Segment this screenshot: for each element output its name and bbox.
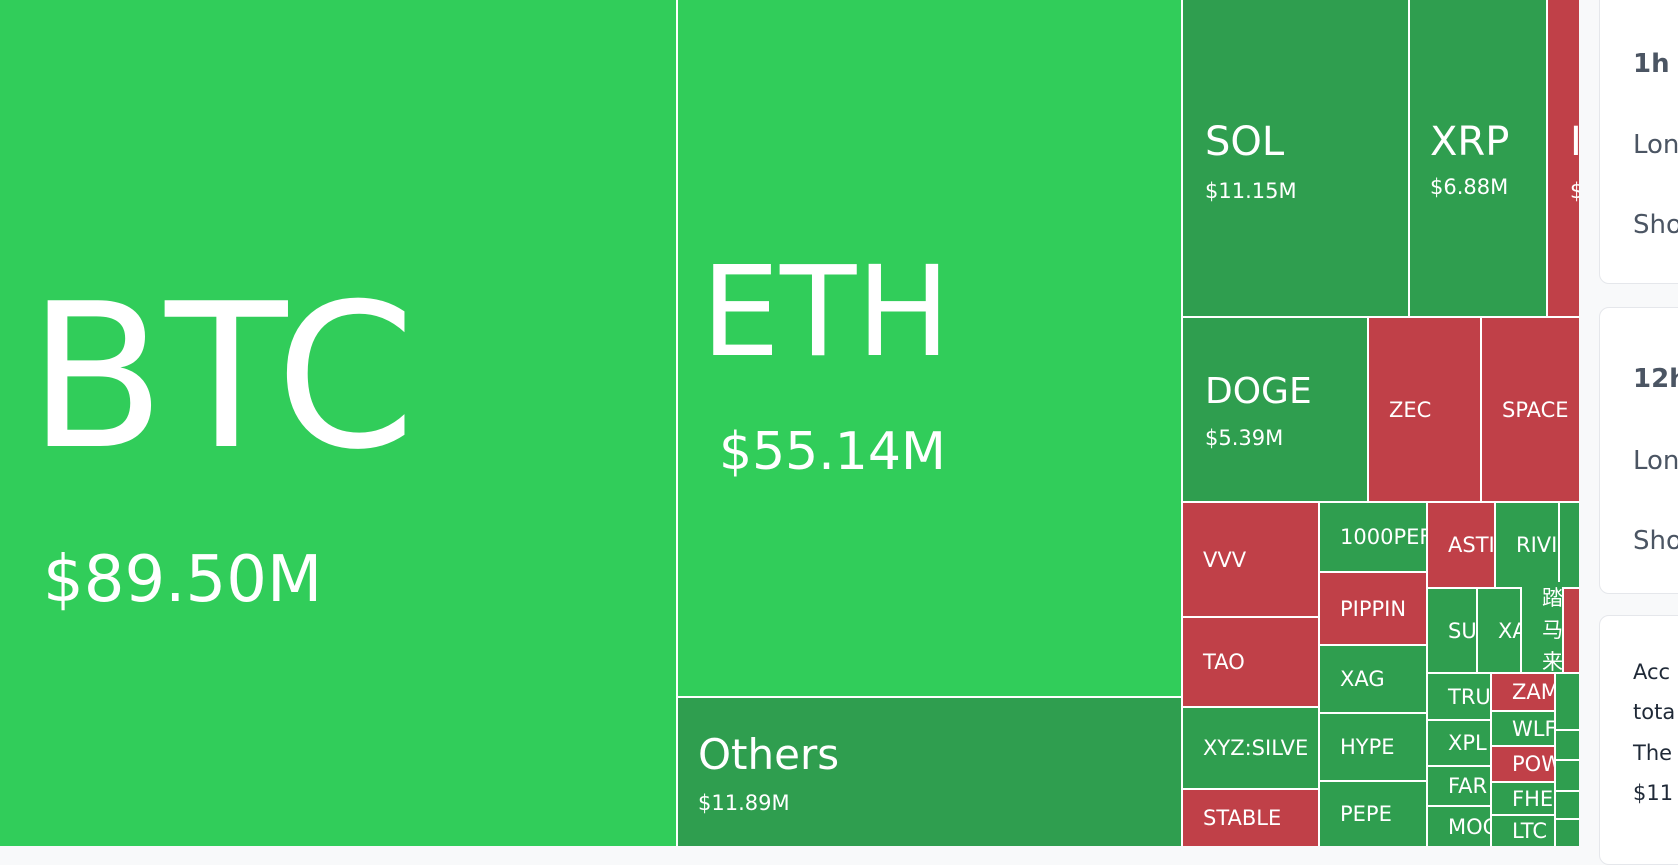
tile-zam[interactable]: ZAM [1492,674,1554,710]
summary-line: The [1633,741,1673,765]
card-title: 12h [1633,364,1678,394]
long-label: Lon [1633,446,1678,476]
liquidation-treemap: BTC $89.50M ETH $55.14M Others $11.89M S… [0,0,1579,846]
tile-stable[interactable]: STABLE [1183,790,1318,846]
tile-vvv[interactable]: VVV [1183,503,1318,616]
tile-pow[interactable]: POW [1492,747,1554,781]
tile-hype[interactable]: HYPE [1320,714,1426,780]
tile-doge[interactable]: DOGE $5.39M [1183,318,1367,501]
tile-rivi[interactable]: RIVI [1496,503,1558,587]
tile-label: DOGE [1205,371,1312,412]
tile-value: $6.88M [1430,175,1509,199]
tile-value: $11.15M [1205,179,1297,203]
tile-btc[interactable]: BTC $89.50M [0,0,676,846]
tile-label: Others [698,730,840,779]
tile-asti[interactable]: ASTI [1428,503,1494,587]
tile-label: SOL [1205,119,1285,165]
short-label: Sho [1633,210,1678,240]
tile-small[interactable] [1556,820,1579,846]
tile-moc[interactable]: MOC [1428,807,1490,846]
tile-label: ETH [701,240,951,385]
tile-su[interactable]: SU [1428,589,1476,672]
tile-value: $55.14M [719,422,946,482]
summary-line: $11 [1633,781,1674,805]
tile-tru[interactable]: TRU [1428,674,1490,719]
tile-eth[interactable]: ETH $55.14M [678,0,1181,696]
tile-sol[interactable]: SOL $11.15M [1183,0,1408,316]
tile-small[interactable] [1556,792,1579,818]
tile-label: I [1570,119,1579,165]
card-title: 1h [1633,49,1670,79]
tile-pepe[interactable]: PEPE [1320,782,1426,846]
tile-label: XRP [1430,119,1510,165]
tile-tamalai[interactable]: 踏马来 [1522,582,1562,672]
card-summary: Acc tota The $11 [1599,615,1678,865]
tile-ltc[interactable]: LTC [1492,816,1554,846]
tile-others[interactable]: Others $11.89M [678,698,1181,846]
tile-zec[interactable]: ZEC [1369,318,1480,501]
tile-value: $11.89M [698,791,790,815]
tile-small[interactable] [1556,674,1579,729]
tile-wlf[interactable]: WLF [1492,712,1554,745]
tile-label: BTC [28,261,416,494]
summary-line: Acc [1633,660,1671,684]
tile-xrp[interactable]: XRP $6.88M [1410,0,1546,316]
tile-tao[interactable]: TAO [1183,618,1318,706]
tile-value: $ [1570,179,1579,203]
card-1h: 1h Lon Sho [1599,0,1678,284]
tile-far[interactable]: FAR [1428,767,1490,805]
tile-i[interactable]: I $ [1548,0,1579,316]
long-label: Lon [1633,130,1678,160]
tile-xyz-silver[interactable]: XYZ:SILVE [1183,708,1318,788]
tile-small[interactable] [1564,589,1579,672]
tile-xag[interactable]: XAG [1320,646,1426,712]
tile-1000pepe[interactable]: 1000PEF [1320,503,1426,571]
tile-small[interactable] [1560,503,1579,587]
tile-space[interactable]: SPACE [1482,318,1579,501]
tile-fhe[interactable]: FHE [1492,783,1554,814]
tile-value: $5.39M [1205,426,1284,450]
tile-small[interactable] [1556,731,1579,759]
tile-pippin[interactable]: PIPPIN [1320,573,1426,644]
tile-xa[interactable]: XA [1478,589,1520,672]
tile-value: $89.50M [43,543,323,617]
short-label: Sho [1633,526,1678,556]
summary-line: tota [1633,700,1676,724]
card-12h: 12h Lon Sho [1599,307,1678,594]
tile-small[interactable] [1556,761,1579,790]
tile-xpl[interactable]: XPL [1428,721,1490,765]
